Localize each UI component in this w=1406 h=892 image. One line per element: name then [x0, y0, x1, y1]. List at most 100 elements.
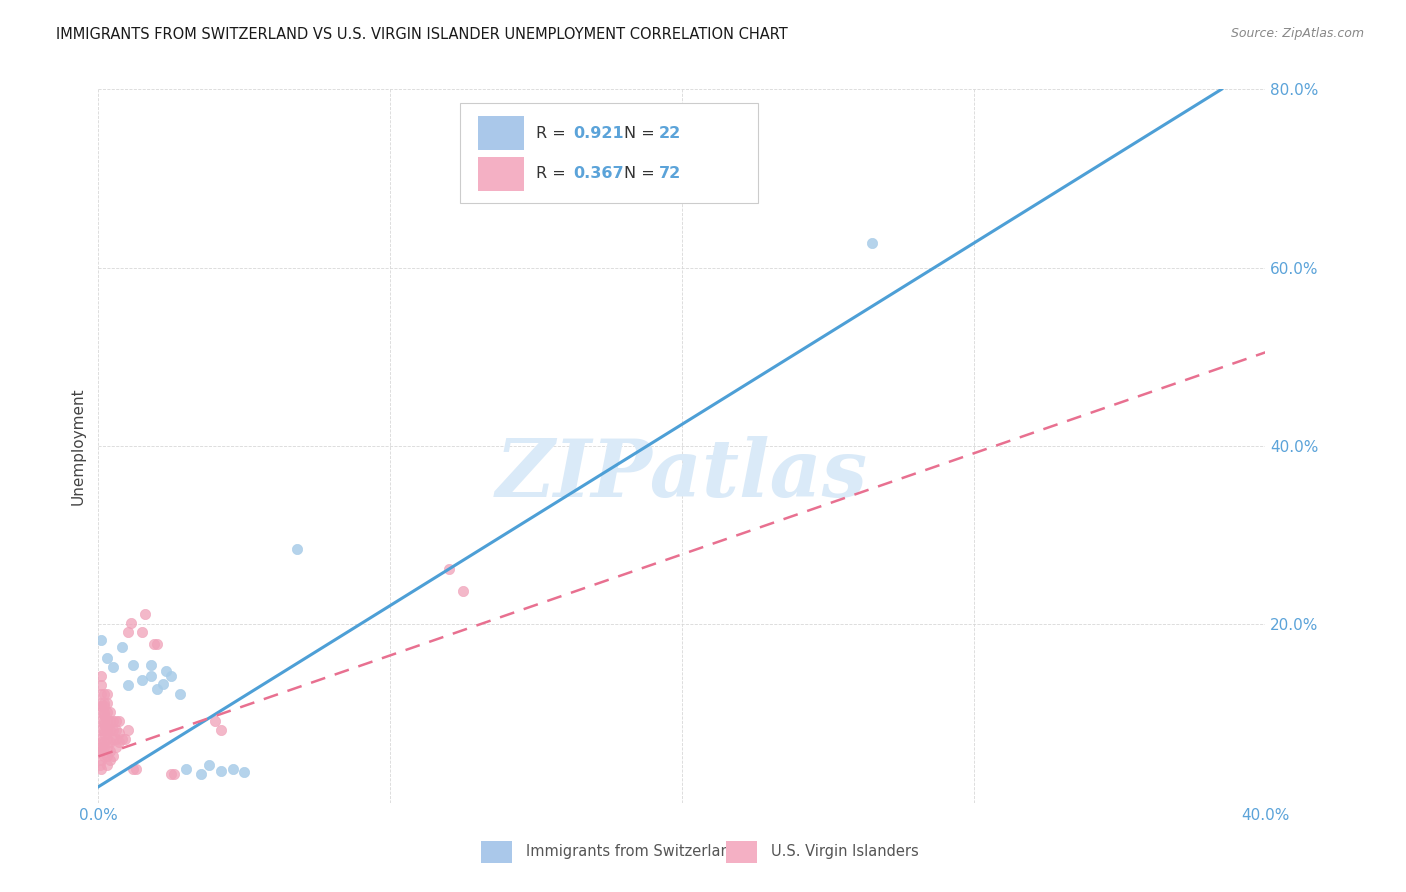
Point — [101, 749, 124, 764]
Point — [98, 753, 121, 767]
Point — [93, 687, 115, 701]
Point — [285, 541, 308, 556]
Point — [90, 744, 112, 758]
Point — [93, 726, 115, 740]
Point — [108, 714, 131, 728]
Point — [90, 740, 112, 755]
Point — [152, 677, 174, 691]
Point — [131, 673, 153, 687]
Point — [90, 633, 112, 648]
Point — [120, 615, 142, 630]
Point — [96, 740, 118, 755]
Point — [233, 764, 256, 779]
Point — [139, 669, 162, 683]
Point — [160, 767, 183, 781]
Text: 0.367: 0.367 — [574, 166, 624, 181]
Point — [90, 678, 112, 692]
Point — [89, 758, 111, 772]
Point — [93, 714, 115, 728]
Text: 72: 72 — [658, 166, 681, 181]
Point — [125, 762, 148, 776]
Point — [104, 740, 127, 755]
Point — [96, 687, 118, 701]
Text: R =: R = — [536, 166, 571, 181]
Point — [90, 705, 112, 719]
Point — [90, 723, 112, 737]
Point — [90, 753, 112, 767]
Point — [96, 651, 118, 665]
Point — [221, 762, 243, 776]
Point — [163, 767, 186, 781]
Point — [204, 714, 226, 728]
Point — [146, 681, 169, 696]
Point — [98, 714, 121, 728]
Point — [111, 731, 134, 746]
Point — [142, 637, 165, 651]
Point — [437, 562, 460, 576]
Point — [96, 726, 118, 740]
Point — [198, 758, 221, 772]
Point — [451, 583, 474, 598]
Text: 0.921: 0.921 — [574, 126, 624, 141]
Point — [860, 235, 883, 250]
Point — [90, 699, 112, 714]
Point — [90, 762, 112, 776]
Point — [101, 660, 124, 674]
Point — [93, 699, 115, 714]
Point — [96, 714, 118, 728]
Point — [96, 758, 118, 772]
Point — [190, 767, 212, 781]
Text: Immigrants from Switzerland: Immigrants from Switzerland — [526, 845, 738, 859]
Point — [98, 744, 121, 758]
Text: 22: 22 — [658, 126, 681, 141]
Point — [117, 723, 139, 737]
Point — [209, 723, 232, 737]
Point — [155, 664, 177, 678]
Point — [90, 714, 112, 728]
Point — [90, 687, 112, 701]
Point — [96, 749, 118, 764]
Point — [90, 735, 112, 749]
Point — [111, 640, 134, 654]
Point — [117, 678, 139, 692]
Y-axis label: Unemployment: Unemployment — [70, 387, 86, 505]
Point — [104, 714, 127, 728]
Point — [101, 731, 124, 746]
Point — [93, 749, 115, 764]
Point — [117, 624, 139, 639]
Point — [146, 637, 169, 651]
Point — [169, 687, 191, 701]
Point — [114, 731, 136, 746]
Point — [93, 696, 115, 710]
Point — [108, 726, 131, 740]
Point — [93, 723, 115, 737]
Point — [98, 735, 121, 749]
Point — [174, 762, 197, 776]
Point — [96, 731, 118, 746]
Point — [104, 731, 127, 746]
Point — [131, 624, 153, 639]
Point — [90, 731, 112, 746]
Text: IMMIGRANTS FROM SWITZERLAND VS U.S. VIRGIN ISLANDER UNEMPLOYMENT CORRELATION CHA: IMMIGRANTS FROM SWITZERLAND VS U.S. VIRG… — [56, 27, 787, 42]
Point — [96, 696, 118, 710]
Point — [134, 607, 156, 621]
Point — [101, 714, 124, 728]
Point — [90, 669, 112, 683]
Point — [209, 764, 232, 778]
Point — [90, 696, 112, 710]
Text: N =: N = — [624, 166, 659, 181]
Point — [108, 735, 131, 749]
Point — [104, 723, 127, 737]
Point — [96, 723, 118, 737]
FancyBboxPatch shape — [460, 103, 758, 203]
Text: U.S. Virgin Islanders: U.S. Virgin Islanders — [770, 845, 918, 859]
Text: ZIPatlas: ZIPatlas — [496, 436, 868, 513]
Point — [139, 657, 162, 672]
Text: N =: N = — [624, 126, 659, 141]
Point — [98, 705, 121, 719]
Point — [160, 669, 183, 683]
Point — [122, 657, 145, 672]
Point — [93, 705, 115, 719]
Point — [122, 762, 145, 776]
Point — [93, 735, 115, 749]
